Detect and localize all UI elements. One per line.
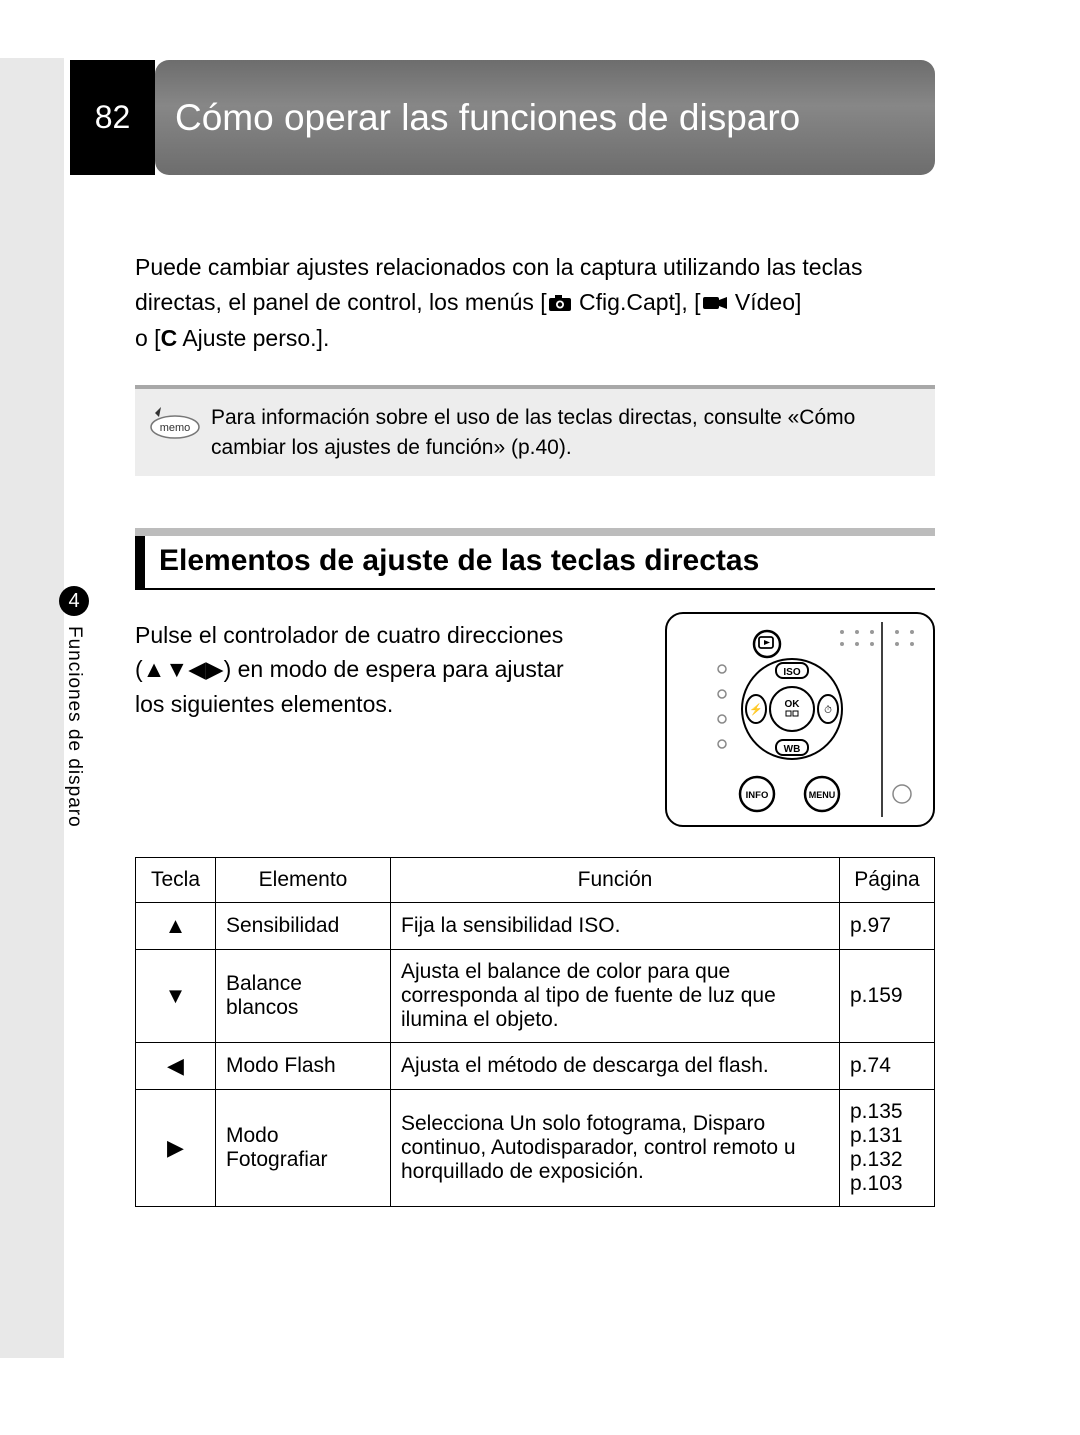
function-cell: Ajusta el balance de color para que corr… xyxy=(391,949,840,1042)
table-header-row: Tecla Elemento Función Página xyxy=(136,857,935,902)
side-tab: 4 Funciones de disparo xyxy=(55,586,93,828)
page-cell: p.135 p.131 p.132 p.103 xyxy=(840,1089,935,1206)
arrows-inline: ▲▼◀▶ xyxy=(143,656,224,682)
th-function: Función xyxy=(391,857,840,902)
section-heading: Elementos de ajuste de las teclas direct… xyxy=(135,536,935,590)
page-title-bar: Cómo operar las funciones de disparo xyxy=(155,60,935,175)
table-row: ◀ Modo Flash Ajusta el método de descarg… xyxy=(136,1042,935,1089)
key-cell: ▼ xyxy=(136,949,216,1042)
element-cell: Sensibilidad xyxy=(216,902,391,949)
controller-paragraph: Pulse el controlador de cuatro direccion… xyxy=(135,618,565,722)
key-cell: ◀ xyxy=(136,1042,216,1089)
memo-text: Para información sobre el uso de las tec… xyxy=(205,403,921,462)
side-tab-label: Funciones de disparo xyxy=(63,626,85,828)
svg-text:INFO: INFO xyxy=(746,790,769,801)
content-area: Puede cambiar ajustes relacionados con l… xyxy=(135,250,935,1207)
svg-text:memo: memo xyxy=(160,422,191,434)
intro-line-3-prefix: o [ xyxy=(135,325,161,351)
page-cell: p.97 xyxy=(840,902,935,949)
element-cell: Balance blancos xyxy=(216,949,391,1042)
svg-text:MENU: MENU xyxy=(809,790,836,800)
svg-text:WB: WB xyxy=(784,744,801,755)
controller-diagram: ISO WB ⚡ ⏱ OK INFO xyxy=(665,612,935,827)
side-tab-number: 4 xyxy=(59,586,89,616)
intro-c-letter: C xyxy=(161,325,178,351)
function-cell: Selecciona Un solo fotograma, Disparo co… xyxy=(391,1089,840,1206)
intro-cfig: Cfig.Capt], [ xyxy=(573,289,701,315)
intro-line-3-suffix: Ajuste perso.]. xyxy=(177,325,329,351)
th-key: Tecla xyxy=(136,857,216,902)
element-cell: Modo Fotografiar xyxy=(216,1089,391,1206)
svg-text:⚡: ⚡ xyxy=(749,703,763,716)
page-number: 82 xyxy=(95,99,131,136)
camera-icon xyxy=(549,286,571,321)
svg-text:ISO: ISO xyxy=(783,667,800,678)
svg-text:⏱: ⏱ xyxy=(824,705,832,716)
function-cell: Fija la sensibilidad ISO. xyxy=(391,902,840,949)
page-number-tab: 82 xyxy=(70,60,155,175)
page-cell: p.74 xyxy=(840,1042,935,1089)
memo-icon: memo xyxy=(149,405,205,444)
svg-text:OK: OK xyxy=(785,699,801,710)
intro-paragraph: Puede cambiar ajustes relacionados con l… xyxy=(135,250,935,355)
element-cell: Modo Flash xyxy=(216,1042,391,1089)
intro-video: Vídeo] xyxy=(729,289,802,315)
direct-keys-table: Tecla Elemento Función Página ▲ Sensibil… xyxy=(135,857,935,1207)
video-icon xyxy=(703,286,727,321)
th-element: Elemento xyxy=(216,857,391,902)
table-row: ▶ Modo Fotografiar Selecciona Un solo fo… xyxy=(136,1089,935,1206)
function-cell: Ajusta el método de descarga del flash. xyxy=(391,1042,840,1089)
table-row: ▼ Balance blancos Ajusta el balance de c… xyxy=(136,949,935,1042)
table-row: ▲ Sensibilidad Fija la sensibilidad ISO.… xyxy=(136,902,935,949)
key-cell: ▶ xyxy=(136,1089,216,1206)
page-cell: p.159 xyxy=(840,949,935,1042)
page-title: Cómo operar las funciones de disparo xyxy=(175,97,800,139)
th-page: Página xyxy=(840,857,935,902)
memo-box: memo Para información sobre el uso de la… xyxy=(135,385,935,476)
key-cell: ▲ xyxy=(136,902,216,949)
